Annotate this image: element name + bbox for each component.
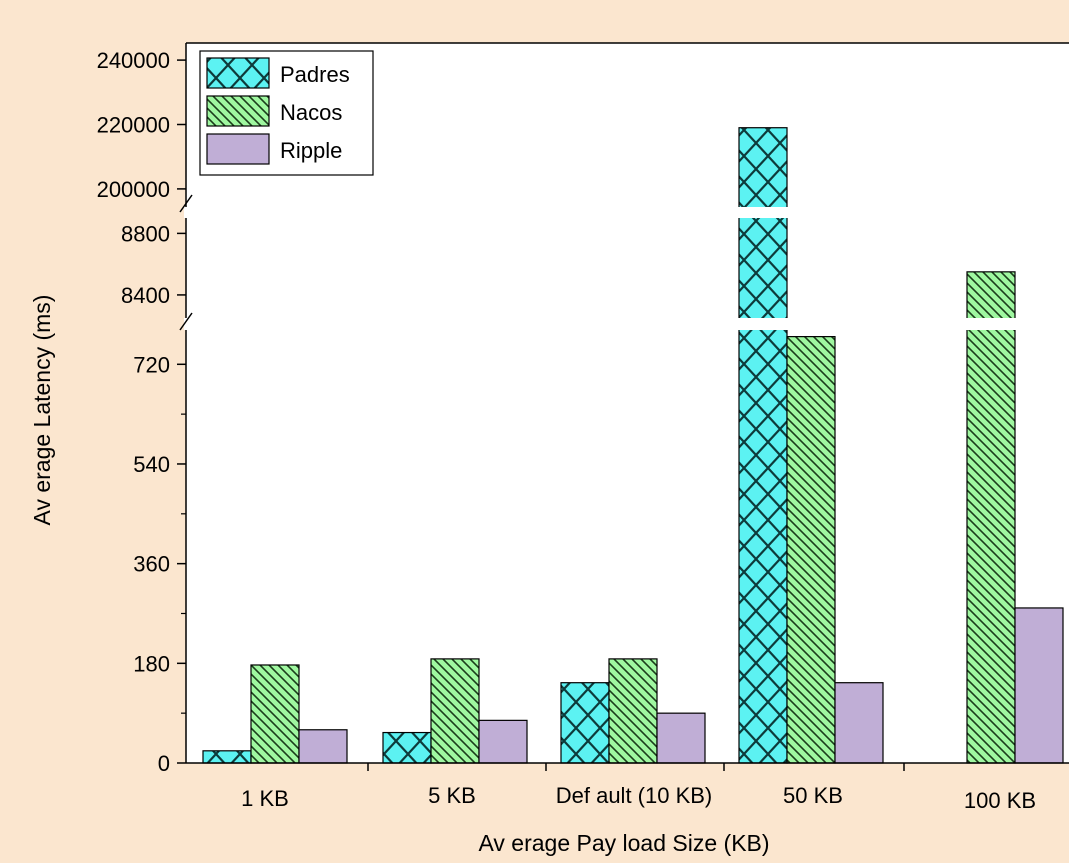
legend-label-ripple: Ripple: [280, 138, 342, 163]
legend-swatch-ripple: [206, 133, 270, 165]
y-tick-label-240000: 240000: [97, 48, 170, 73]
y-axis-break-mark-2: [179, 312, 193, 331]
bar-nacos-3: [608, 658, 658, 764]
bar-ripple-5: [1014, 607, 1064, 764]
x-axis-title: Av erage Pay load Size (KB): [478, 830, 769, 856]
bar-padres-2: [382, 731, 432, 764]
legend-label-nacos: Nacos: [280, 100, 342, 125]
legend-swatch-nacos: [206, 95, 270, 127]
x-tick-label-3: Def ault (10 KB): [556, 783, 713, 808]
y-axis: 0 180 360 540 720 8400 8800 200000 220000 240000: [97, 42, 1069, 776]
legend: Padres Nacos Ripple: [199, 50, 374, 176]
axis-break-gap-1: [184, 207, 1069, 218]
y-tick-label-540: 540: [133, 452, 170, 477]
bar-nacos-1: [250, 664, 300, 764]
y-tick-label-200000: 200000: [97, 177, 170, 202]
y-tick-label-8800: 8800: [121, 221, 170, 246]
bar-ripple-2: [478, 719, 528, 764]
bar-ripple-1: [298, 729, 348, 764]
y-tick-label-180: 180: [133, 651, 170, 676]
y-axis-title: Av erage Latency (ms): [29, 295, 55, 526]
y-tick-label-360: 360: [133, 552, 170, 577]
x-tick-label-5: 100 KB: [964, 788, 1036, 813]
bar-nacos-4: [786, 336, 836, 764]
legend-label-padres: Padres: [280, 62, 350, 87]
legend-swatch-padres: [206, 57, 270, 89]
bar-ripple-4: [834, 682, 884, 764]
y-axis-break-mark-1: [179, 194, 193, 213]
x-tick-label-4: 50 KB: [783, 783, 843, 808]
bar-ripple-3: [656, 712, 706, 764]
bar-nacos-5: [966, 271, 1016, 764]
x-tick-label-1: 1 KB: [241, 786, 289, 811]
x-tick-label-2: 5 KB: [428, 783, 476, 808]
bar-padres-3: [560, 682, 610, 764]
bars: [202, 127, 1064, 764]
y-tick-label-8400: 8400: [121, 283, 170, 308]
bar-nacos-2: [430, 658, 480, 764]
y-tick-label-220000: 220000: [97, 113, 170, 138]
bar-padres-4: [738, 127, 788, 764]
y-tick-label-0: 0: [158, 751, 170, 776]
bar-padres-1: [202, 750, 252, 764]
axis-break-gap-2: [184, 318, 1069, 330]
y-tick-label-720: 720: [133, 352, 170, 377]
x-axis: 1 KB 5 KB Def ault (10 KB) 50 KB 100 KB: [186, 762, 1069, 813]
